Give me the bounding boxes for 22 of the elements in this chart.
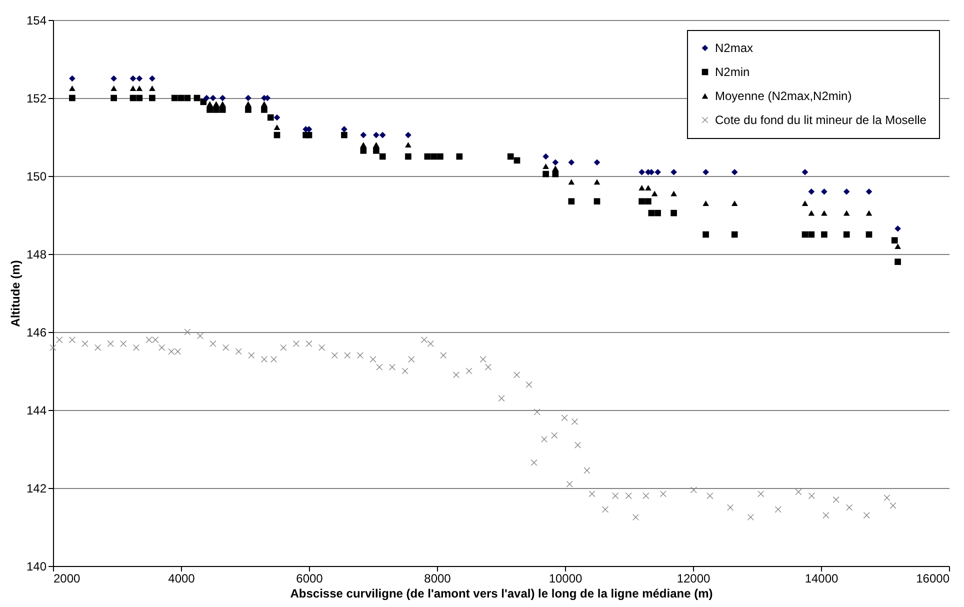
y-axis-title: Altitude (m) [8, 260, 22, 327]
y-tick-label: 146 [26, 326, 47, 340]
x-tick-label: 2000 [54, 572, 81, 586]
legend-label: Moyenne (N2max,N2min) [715, 89, 852, 103]
y-tick-label: 154 [26, 14, 47, 28]
x-tick-label: 6000 [296, 572, 324, 586]
x-tick-label: 8000 [424, 572, 452, 586]
y-tick-label: 152 [26, 92, 47, 106]
x-tick-label: 10000 [548, 572, 583, 586]
x-tick-label: 4000 [168, 572, 196, 586]
legend-label: N2max [715, 41, 754, 55]
y-tick-label: 150 [26, 170, 47, 184]
y-tick-label: 148 [26, 248, 47, 262]
x-tick-label: 14000 [804, 572, 839, 586]
legend-label: Cote du fond du lit mineur de la Moselle [715, 113, 927, 127]
y-tick-label: 140 [26, 560, 47, 574]
x-tick-label: 12000 [676, 572, 711, 586]
y-tick-label: 144 [26, 404, 47, 418]
y-tick-label: 142 [26, 482, 47, 496]
legend-label: N2min [715, 65, 750, 79]
x-tick-label: 16000 [916, 572, 950, 586]
x-axis-title: Abscisse curviligne (de l'amont vers l'aval) le long de la ligne médiane (m) [290, 586, 713, 600]
